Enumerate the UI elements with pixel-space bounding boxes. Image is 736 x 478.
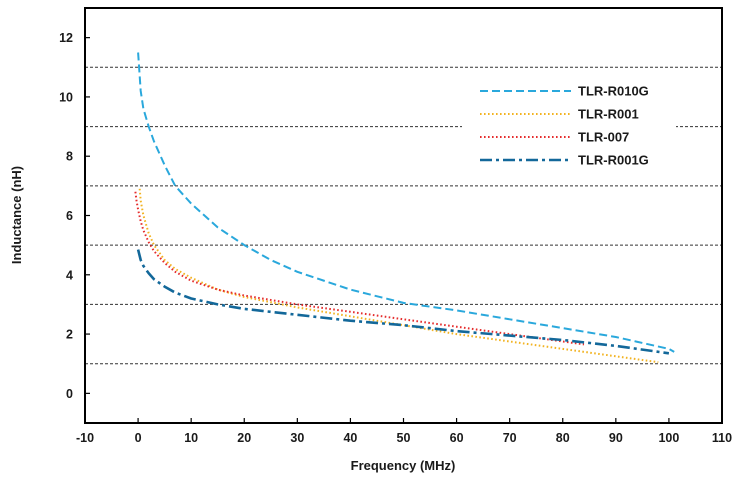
series-line-tlr-007 [134, 191, 585, 346]
x-tick-label: 70 [503, 431, 517, 445]
x-tick-label: 100 [658, 431, 679, 445]
x-tick-label: 30 [290, 431, 304, 445]
x-tick-label: 0 [135, 431, 142, 445]
x-tick-label: 40 [343, 431, 357, 445]
legend-label-tlr-007: TLR-007 [578, 130, 629, 145]
y-tick-label: 8 [66, 150, 73, 164]
y-axis-title: Inductance (nH) [9, 166, 24, 264]
series-line-tlr-r010g [137, 52, 675, 353]
y-tick-label: 0 [66, 387, 73, 401]
legend-label-tlr-r001g: TLR-R001G [578, 153, 649, 168]
x-axis-title: Frequency (MHz) [351, 458, 456, 473]
y-tick-label: 6 [66, 209, 73, 223]
x-tick-label: -10 [76, 431, 94, 445]
y-tick-label: 4 [66, 268, 73, 282]
axis-ticks: -10 0 10 20 30 40 50 60 70 80 90 100 110 0 2 4 6 8 10 12 [59, 31, 732, 445]
series-line-tlr-r001g [136, 249, 670, 355]
legend: TLR-R010G TLR-R001 TLR-007 TLR-R001G [462, 74, 676, 184]
legend-label-tlr-r010g: TLR-R010G [578, 84, 649, 99]
plot-frame [84, 7, 723, 424]
y-tick-label: 2 [66, 328, 73, 342]
x-tick-label: 90 [609, 431, 623, 445]
x-tick-label: 80 [556, 431, 570, 445]
legend-label-tlr-r001: TLR-R001 [578, 107, 639, 122]
y-tick-label: 10 [59, 90, 73, 104]
y-tick-label: 12 [59, 31, 73, 45]
x-tick-label: 20 [237, 431, 251, 445]
x-tick-label: 50 [397, 431, 411, 445]
x-tick-label: 10 [184, 431, 198, 445]
legend-background [462, 74, 676, 184]
x-tick-label: 60 [450, 431, 464, 445]
series-lines [134, 52, 675, 364]
series-line-tlr-r001 [138, 188, 659, 364]
x-tick-label: 110 [712, 431, 732, 445]
